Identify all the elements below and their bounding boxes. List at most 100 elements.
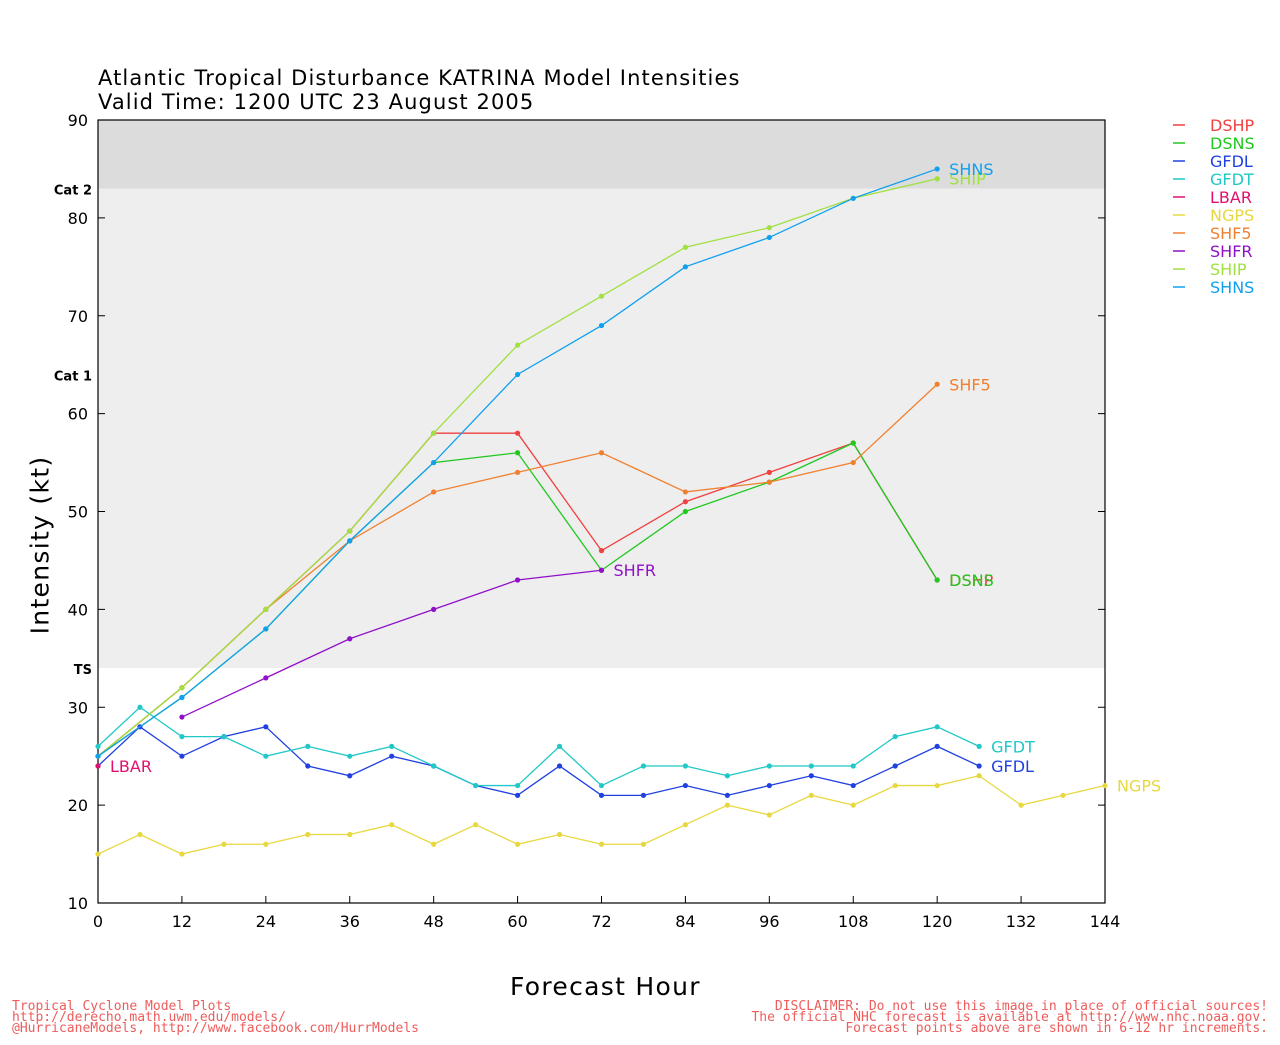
data-point <box>934 782 940 789</box>
y-tick-label: 10 <box>68 894 88 913</box>
data-point <box>682 763 689 769</box>
data-point <box>347 528 353 534</box>
footer-credit-line[interactable]: http://derecho.math.uwm.edu/models/ <box>12 1010 286 1025</box>
data-point <box>179 734 185 740</box>
legend-entry: SHF5 <box>1210 224 1252 243</box>
x-tick-label: 48 <box>423 912 443 931</box>
data-point <box>598 548 605 554</box>
data-point <box>724 773 730 779</box>
data-point <box>850 802 856 808</box>
legend-entry: SHIP <box>1210 260 1247 279</box>
series-end-label: DSHP <box>949 571 994 590</box>
data-point <box>221 734 227 740</box>
data-point <box>850 763 856 769</box>
legend-entry: SHNS <box>1210 278 1254 297</box>
data-point <box>514 792 521 798</box>
data-point <box>766 763 772 769</box>
data-point <box>514 782 521 789</box>
data-point <box>1018 802 1024 808</box>
data-point <box>682 489 689 495</box>
footer-credit-line[interactable]: @HurricaneModels, http://www.facebook.co… <box>12 1021 419 1036</box>
x-tick-label: 84 <box>675 912 695 931</box>
y-tick-label: 30 <box>68 698 88 717</box>
series-line <box>181 569 602 718</box>
series-ship: SHIP <box>95 170 986 759</box>
data-point <box>976 763 982 769</box>
x-tick-label: 24 <box>256 912 276 931</box>
data-point <box>640 792 647 798</box>
data-point <box>431 489 437 495</box>
y-tick-label: 70 <box>68 307 88 326</box>
axis-ticks: 10 20 30 40 50 60 70 80 90 0 12 24 36 48 60 72 84 96 108 12… <box>68 111 1121 931</box>
data-point <box>682 822 689 828</box>
data-point <box>682 499 689 505</box>
series-end-label: SHIP <box>949 170 986 189</box>
data-point <box>389 822 395 828</box>
data-point <box>892 763 898 769</box>
x-tick-label: 60 <box>507 912 527 931</box>
data-point <box>95 743 101 750</box>
data-point <box>640 841 647 847</box>
data-point <box>263 626 269 632</box>
data-point <box>347 753 353 759</box>
x-axis-label: Forecast Hour <box>510 972 701 1001</box>
data-point <box>305 763 311 769</box>
footer-credits: Tropical Cyclone Model Plots http://derec… <box>12 979 419 1045</box>
data-point <box>431 841 437 847</box>
data-point <box>556 763 563 769</box>
data-point <box>1102 782 1108 789</box>
series-lbar: LBAR <box>95 757 152 776</box>
series-shns: SHNS <box>95 160 993 759</box>
disclaimer-line: The official NHC forecast is available a… <box>751 1010 1268 1025</box>
data-point <box>766 479 772 485</box>
series-gfdt: GFDT <box>95 704 1035 789</box>
data-point <box>514 469 521 475</box>
footer-credit-line: Tropical Cyclone Model Plots <box>12 999 232 1014</box>
data-point <box>598 293 605 299</box>
data-point <box>1060 792 1066 798</box>
disclaimer-line: Forecast points above are shown in 6-12 … <box>845 1021 1268 1036</box>
data-point <box>976 773 982 779</box>
x-tick-label: 120 <box>922 912 953 931</box>
series-end-label: NGPS <box>1117 777 1161 796</box>
x-tick-label: 0 <box>93 912 103 931</box>
data-point <box>263 841 269 847</box>
legend-entry: LBAR <box>1210 188 1252 207</box>
data-point <box>934 381 940 387</box>
y-axis-label: Intensity (kt) <box>25 455 55 635</box>
data-point <box>95 851 101 857</box>
data-point <box>724 792 730 798</box>
series-end-label: SHFR <box>614 561 657 580</box>
data-point <box>514 450 521 456</box>
legend-entry: SHFR <box>1210 242 1253 261</box>
series-end-label: SHF5 <box>949 375 991 394</box>
disclaimer-line: DISCLAIMER: Do not use this image in pla… <box>774 999 1268 1014</box>
data-point <box>389 753 395 759</box>
data-point <box>892 734 898 740</box>
data-point <box>179 685 185 691</box>
data-point <box>766 234 772 241</box>
data-point <box>598 450 605 456</box>
data-point <box>137 704 143 710</box>
data-point <box>514 342 521 348</box>
data-point <box>682 782 689 789</box>
data-point <box>724 802 730 808</box>
category-band <box>98 188 1105 375</box>
series-end-label: GFDL <box>991 757 1034 776</box>
data-point <box>850 440 856 446</box>
data-point <box>95 763 101 769</box>
legend-entry: DSHP <box>1210 116 1255 135</box>
data-point <box>934 577 940 583</box>
chart-title: Atlantic Tropical Disturbance KATRINA Mo… <box>98 66 741 90</box>
data-point <box>179 714 185 720</box>
data-point <box>640 763 647 769</box>
data-point <box>808 792 814 798</box>
data-point <box>431 430 437 436</box>
series-end-label: DSNS <box>949 571 994 590</box>
x-tick-label: 108 <box>838 912 869 931</box>
data-point <box>179 851 185 857</box>
data-point <box>766 812 772 818</box>
data-point <box>179 753 185 759</box>
y-tick-label: 90 <box>68 111 88 130</box>
